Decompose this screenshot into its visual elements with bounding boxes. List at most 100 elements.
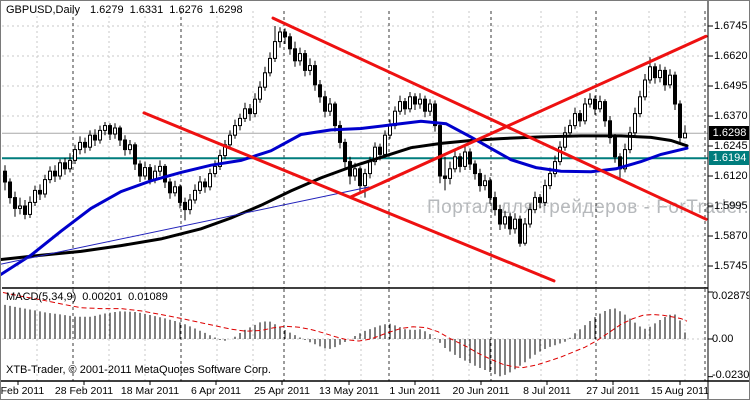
candle-bull bbox=[33, 189, 37, 203]
candle-bull bbox=[453, 156, 457, 170]
candle-bear bbox=[318, 84, 322, 98]
candle-bear bbox=[433, 103, 437, 127]
candle-bear bbox=[3, 170, 7, 183]
candle-bull bbox=[588, 98, 592, 105]
candle-bull bbox=[483, 180, 487, 187]
candle-bull bbox=[68, 159, 72, 170]
trendline-red-upper-descending bbox=[271, 16, 708, 221]
candle-bull bbox=[383, 134, 387, 155]
candle-bear bbox=[473, 163, 477, 175]
price-axis-label: 1.6245 bbox=[714, 140, 748, 152]
candle-bear bbox=[378, 146, 382, 155]
candle-bull bbox=[558, 146, 562, 163]
candle-bear bbox=[423, 98, 427, 112]
candle-bear bbox=[303, 53, 307, 71]
macd-main-value: 0.00201 bbox=[82, 291, 123, 303]
candle-bull bbox=[583, 103, 587, 122]
candle-bull bbox=[553, 161, 557, 175]
ohlc-close: 1.6298 bbox=[208, 4, 243, 16]
symbol-period-label: GBPUSD,Daily bbox=[6, 4, 80, 16]
price-axis-label: 1.5870 bbox=[714, 230, 748, 242]
candle-bear bbox=[358, 168, 362, 187]
candle-bear bbox=[593, 98, 597, 110]
candle-bear bbox=[148, 167, 152, 181]
candle-bull bbox=[463, 151, 467, 167]
candle-bull bbox=[208, 173, 212, 188]
ohlc-low: 1.6276 bbox=[169, 4, 203, 16]
candle-bear bbox=[323, 96, 327, 112]
candle-bear bbox=[333, 103, 337, 127]
candle-bear bbox=[118, 127, 122, 141]
last-price-box: 1.6298 bbox=[709, 126, 749, 141]
time-axis-label: 8 Jul 2011 bbox=[523, 385, 571, 397]
candle-bull bbox=[643, 79, 647, 98]
candle-bull bbox=[533, 197, 537, 211]
price-axis-label: 1.6370 bbox=[714, 110, 748, 122]
candle-bull bbox=[218, 155, 222, 167]
candle-bull bbox=[128, 144, 132, 151]
candle-bear bbox=[63, 162, 67, 170]
candle-bear bbox=[133, 144, 137, 165]
candle-bull bbox=[78, 141, 82, 151]
candle-bear bbox=[443, 175, 447, 179]
candle-bull bbox=[368, 161, 372, 175]
macd-signal-value: 0.01089 bbox=[128, 291, 168, 303]
time-axis-label: 28 Feb 2011 bbox=[54, 385, 114, 397]
candle-bull bbox=[503, 216, 507, 225]
candle-bull bbox=[543, 185, 547, 203]
candle-bear bbox=[93, 134, 97, 141]
price-axis-label: 1.6120 bbox=[714, 170, 748, 182]
candle-bear bbox=[653, 66, 657, 79]
time-axis-label: 20 Jun 2011 bbox=[452, 385, 510, 397]
candle-bull bbox=[43, 179, 47, 195]
candle-bull bbox=[233, 125, 237, 136]
copyright-label: XTB-Trader, © 2001-2011 MetaQuotes Softw… bbox=[6, 364, 271, 376]
candle-bull bbox=[598, 101, 602, 110]
candle-bull bbox=[273, 41, 277, 59]
candle-bull bbox=[143, 167, 147, 177]
candle-bull bbox=[428, 103, 432, 112]
candle-bull bbox=[408, 96, 412, 110]
candle-bull bbox=[28, 201, 32, 215]
candle-bear bbox=[578, 113, 582, 122]
candle-bear bbox=[518, 218, 522, 244]
candle-bull bbox=[448, 168, 452, 179]
candle-bull bbox=[548, 173, 552, 187]
macd-signal-line bbox=[2, 292, 688, 369]
price-axis-label: 1.5745 bbox=[714, 260, 748, 272]
candle-bear bbox=[603, 101, 607, 122]
macd-indicator-label: MACD(5,34,9) bbox=[6, 291, 77, 303]
time-axis-label: 6 Apr 2011 bbox=[190, 385, 241, 397]
candle-bull bbox=[398, 101, 402, 112]
time-axis-label: 1 Jun 2011 bbox=[389, 385, 441, 397]
candle-bear bbox=[413, 96, 417, 105]
candle-bear bbox=[458, 156, 462, 167]
candle-bear bbox=[468, 151, 472, 165]
candle-bear bbox=[38, 189, 42, 195]
candle-bull bbox=[418, 98, 422, 105]
candle-bear bbox=[293, 48, 297, 62]
candle-bear bbox=[538, 197, 542, 203]
candle-bull bbox=[298, 53, 302, 62]
trendline-red-ascending bbox=[349, 34, 708, 199]
candle-bull bbox=[363, 173, 367, 187]
candle-bear bbox=[108, 125, 112, 135]
ohlc-high: 1.6331 bbox=[129, 4, 164, 16]
chart-header: GBPUSD,Daily 1.6279 1.6331 1.6276 1.6298 bbox=[6, 4, 249, 16]
candle-bear bbox=[438, 125, 442, 177]
candle-bear bbox=[663, 69, 667, 86]
candle-bull bbox=[628, 132, 632, 151]
candle-bull bbox=[668, 74, 672, 86]
candle-bear bbox=[13, 197, 17, 209]
candle-bull bbox=[563, 132, 567, 148]
time-axis-label: 15 Aug 2011 bbox=[650, 385, 710, 397]
candle-bear bbox=[343, 141, 347, 163]
candle-bull bbox=[278, 31, 282, 43]
candle-bear bbox=[203, 181, 207, 188]
candle-bull bbox=[88, 134, 92, 148]
macd-axis-label: -0.02308 bbox=[712, 369, 750, 381]
candle-bear bbox=[678, 103, 682, 139]
candle-bear bbox=[178, 186, 182, 203]
